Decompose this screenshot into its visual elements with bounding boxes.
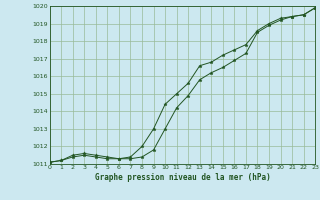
X-axis label: Graphe pression niveau de la mer (hPa): Graphe pression niveau de la mer (hPa) [94,173,270,182]
